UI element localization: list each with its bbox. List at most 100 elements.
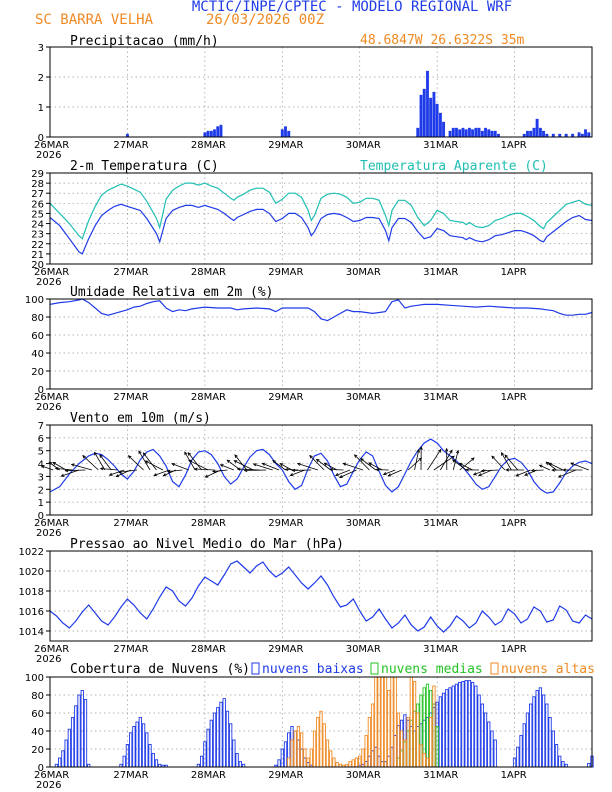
wind-day-tick-label: 31MAR <box>423 518 458 529</box>
wind-arrow-shaft <box>309 455 325 471</box>
wind-arrow-head <box>118 470 122 474</box>
wind-arrow-shaft <box>167 469 183 473</box>
precip-day-tick-label: 31MAR <box>423 140 458 151</box>
clouds-ytick-label: 80 <box>31 691 44 702</box>
wind-arrow-head <box>387 473 392 477</box>
precip-bar <box>284 126 287 138</box>
wind-arrow-head <box>166 469 171 474</box>
wind-arrow-shaft <box>234 460 254 471</box>
clouds-bar <box>335 762 339 768</box>
wind-arrow-head <box>193 467 198 471</box>
wind-arrow-shaft <box>118 469 138 473</box>
clouds-bar <box>370 703 375 768</box>
clouds-bar <box>67 728 72 768</box>
clouds-bar <box>454 683 459 768</box>
wind-arrow-shaft <box>82 455 99 471</box>
wind-arrow-head <box>471 457 475 461</box>
clouds-bar <box>425 683 430 768</box>
precip-bar <box>451 127 455 138</box>
temp-title: 2-m Temperatura (C) <box>70 159 219 174</box>
clouds-bar <box>441 692 446 768</box>
wind-arrow-head <box>54 466 59 471</box>
humidity-ytick-label: 40 <box>31 349 44 360</box>
wind-arrow-head <box>184 451 188 456</box>
humidity-title: Umidade Relativa em 2m (%) <box>70 285 274 300</box>
pressure-ytick-label: 1022 <box>19 547 44 558</box>
wind-arrow-head <box>127 455 132 459</box>
clouds-bar <box>545 703 549 768</box>
wind-ytick-label: 1 <box>38 498 44 509</box>
clouds-bar <box>474 685 478 768</box>
clouds-bar <box>554 744 559 768</box>
wind-day-tick-label: 1APR <box>501 518 527 529</box>
clouds-ytick-label: 20 <box>31 745 44 756</box>
precip-bar <box>213 129 216 138</box>
pressure-frame <box>49 550 593 642</box>
clouds-bar <box>319 710 323 768</box>
wind-ytick-label: 5 <box>38 447 44 458</box>
humidity-ytick-label: 60 <box>31 331 44 342</box>
clouds-bar <box>80 690 84 768</box>
clouds-bar <box>351 759 355 768</box>
wind-arrow-head <box>309 454 313 459</box>
clouds-bar <box>461 681 465 768</box>
wind-arrow-head <box>416 448 420 453</box>
clouds-bar <box>487 721 491 768</box>
temp-day-tick-label: 30MAR <box>346 267 381 278</box>
temp-frame <box>49 172 593 265</box>
clouds-ytick-label: 60 <box>31 709 44 720</box>
wind-arrow-head <box>530 468 535 473</box>
wind-arrow-head <box>570 462 574 466</box>
clouds-bar <box>551 730 555 768</box>
clouds-ytick-label: 100 <box>25 673 44 684</box>
wind-arrow-head <box>353 454 358 458</box>
clouds-bar <box>129 732 133 768</box>
wind-arrow-shaft <box>41 465 54 471</box>
wind-ytick-label: 3 <box>38 472 44 483</box>
precip-bar <box>474 127 478 138</box>
wind-arrow-shaft <box>452 450 459 471</box>
clouds-bar <box>516 746 520 768</box>
wind-arrow-head <box>329 467 334 472</box>
clouds-bar <box>83 699 88 768</box>
wind-arrow-head <box>60 473 65 477</box>
clouds-bar <box>429 717 433 768</box>
legend-high-swatch <box>490 662 499 675</box>
wind-arrow-head <box>233 460 238 464</box>
temp-ytick-label: 22 <box>31 240 44 251</box>
temp-day-tick-label: 27MAR <box>113 267 148 278</box>
wind-year-label: 2026 <box>36 528 61 539</box>
clouds-bar <box>438 696 443 768</box>
wind-arrow-head <box>70 463 75 467</box>
clouds-bar <box>151 753 155 768</box>
clouds-bar <box>222 698 226 768</box>
clouds-bar <box>238 761 242 768</box>
wind-arrow-head <box>342 462 347 466</box>
clouds-bar <box>538 687 543 768</box>
precip-bar <box>577 132 581 138</box>
wind-arrow-head <box>472 472 477 476</box>
clouds-bar <box>477 694 481 768</box>
precip-panel: 26MAR 27MAR 28MAR 29MAR 30MAR 31MAR 1APR 2026 0 1… <box>34 43 593 161</box>
wind-arrow-shaft <box>452 459 467 471</box>
clouds-ytick-label: 0 <box>38 763 44 774</box>
precip-bar <box>493 130 497 138</box>
header-run: 26/03/2026 00Z <box>206 12 324 28</box>
wind-arrow-shaft <box>188 459 209 471</box>
clouds-bar <box>422 753 426 768</box>
wind-arrow-shaft <box>478 469 493 477</box>
precip-bar <box>584 129 587 138</box>
wind-arrow-shaft <box>459 457 475 471</box>
precip-bar <box>426 70 429 138</box>
clouds-bar <box>548 717 552 768</box>
clouds-bar <box>293 730 297 768</box>
wind-arrow-head <box>261 462 266 466</box>
humidity-frame <box>49 298 593 390</box>
clouds-bar <box>135 721 139 768</box>
wind-arrow-shaft <box>262 462 280 471</box>
wind-arrow-head <box>284 467 289 472</box>
wind-arrow-head <box>236 467 241 471</box>
precip-bar <box>467 127 471 138</box>
clouds-panel: 26MAR 27MAR 28MAR 29MAR 30MAR 31MAR 1APR 2026 0 2… <box>25 673 594 791</box>
precip-ytick-label: 0 <box>38 133 44 144</box>
